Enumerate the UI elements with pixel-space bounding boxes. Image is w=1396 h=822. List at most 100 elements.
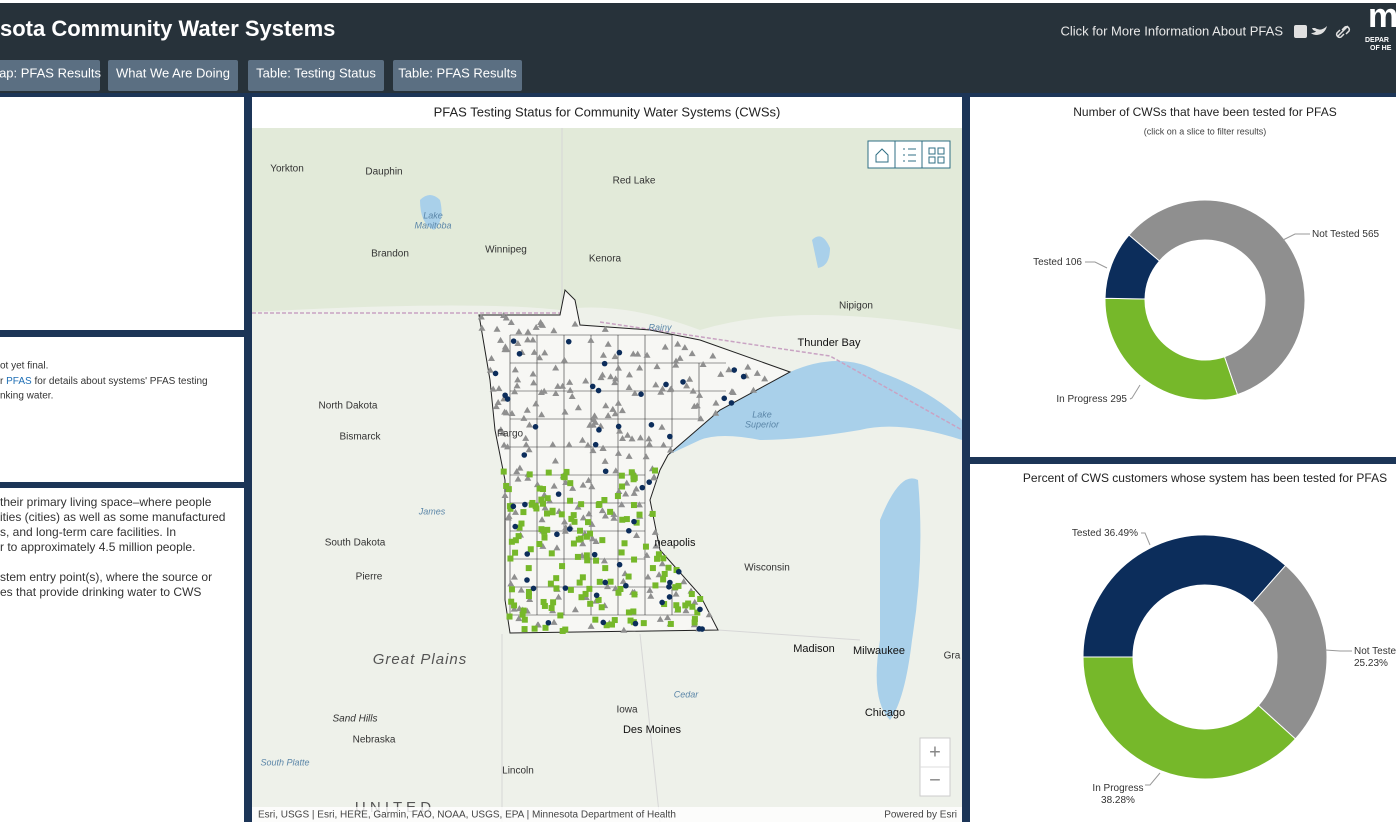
map-marker[interactable] xyxy=(589,447,597,454)
map-marker[interactable] xyxy=(541,534,548,541)
map-marker[interactable] xyxy=(501,492,509,499)
map-marker[interactable] xyxy=(610,510,618,517)
map-marker[interactable] xyxy=(524,577,530,583)
map-marker[interactable] xyxy=(607,508,614,515)
map-marker[interactable] xyxy=(527,546,534,553)
map-marker[interactable] xyxy=(561,474,568,481)
map-marker[interactable] xyxy=(689,387,697,394)
map-marker[interactable] xyxy=(511,388,519,395)
basemap-button[interactable] xyxy=(928,147,945,164)
map-marker[interactable] xyxy=(576,579,583,586)
map-marker[interactable] xyxy=(516,350,523,357)
map-marker[interactable] xyxy=(601,497,608,504)
map-marker[interactable] xyxy=(537,388,545,395)
map-marker[interactable] xyxy=(560,356,568,363)
map-marker[interactable] xyxy=(538,496,545,503)
map-marker[interactable] xyxy=(507,580,515,587)
map-marker[interactable] xyxy=(651,528,659,535)
map-marker[interactable] xyxy=(633,531,641,538)
map-marker[interactable] xyxy=(525,446,533,453)
map-marker[interactable] xyxy=(544,495,551,502)
map-marker[interactable] xyxy=(565,338,572,345)
map-marker[interactable] xyxy=(611,410,619,417)
map-marker[interactable] xyxy=(612,467,620,474)
map-marker[interactable] xyxy=(607,578,614,585)
map-marker[interactable] xyxy=(569,484,577,491)
map-marker[interactable] xyxy=(705,611,713,618)
map-marker[interactable] xyxy=(631,591,638,598)
map-marker[interactable] xyxy=(532,400,540,407)
map-marker[interactable] xyxy=(547,580,554,587)
tab-label[interactable]: ap: PFAS Results xyxy=(0,65,101,80)
tab-label[interactable]: What We Are Doing xyxy=(116,65,230,80)
map-marker[interactable] xyxy=(589,383,596,390)
map-marker[interactable] xyxy=(515,533,522,540)
map-marker[interactable] xyxy=(639,484,646,491)
map-marker[interactable] xyxy=(614,449,622,456)
map-marker[interactable] xyxy=(559,563,566,570)
legend-button[interactable] xyxy=(903,148,916,162)
map-marker[interactable] xyxy=(477,313,485,320)
map-marker[interactable] xyxy=(539,542,547,549)
map-marker[interactable] xyxy=(524,336,532,343)
map-marker[interactable] xyxy=(675,568,682,575)
map-marker[interactable] xyxy=(530,348,538,355)
map-marker[interactable] xyxy=(645,440,653,447)
map-marker[interactable] xyxy=(489,385,497,392)
map-marker[interactable] xyxy=(504,514,512,521)
tab[interactable] xyxy=(393,60,522,91)
map-marker[interactable] xyxy=(655,571,663,578)
map-marker[interactable] xyxy=(691,619,698,626)
map-marker[interactable] xyxy=(542,624,549,631)
map-marker[interactable] xyxy=(609,405,617,412)
map-marker[interactable] xyxy=(589,535,597,542)
map-marker[interactable] xyxy=(579,540,587,547)
map-marker[interactable] xyxy=(631,518,637,525)
map-marker[interactable] xyxy=(658,423,666,430)
donut-slice[interactable] xyxy=(1104,297,1239,401)
map-marker[interactable] xyxy=(618,549,625,556)
map-marker[interactable] xyxy=(579,514,587,521)
map-marker[interactable] xyxy=(624,431,632,438)
map-marker[interactable] xyxy=(628,469,635,476)
map-marker[interactable] xyxy=(625,371,633,378)
facebook-icon[interactable] xyxy=(1294,25,1307,38)
map-marker[interactable] xyxy=(478,324,486,331)
map-marker[interactable] xyxy=(592,616,599,623)
map-marker[interactable] xyxy=(514,475,522,482)
map-marker[interactable] xyxy=(625,609,632,616)
map-marker[interactable] xyxy=(526,596,534,603)
map-marker[interactable] xyxy=(510,503,517,510)
map-marker[interactable] xyxy=(686,375,694,382)
map-marker[interactable] xyxy=(511,366,519,373)
home-button[interactable] xyxy=(875,148,889,163)
map-marker[interactable] xyxy=(552,390,560,397)
map-marker[interactable] xyxy=(492,403,500,410)
map-marker[interactable] xyxy=(531,625,538,632)
map-marker[interactable] xyxy=(538,526,545,533)
map-marker[interactable] xyxy=(522,501,528,508)
map-marker[interactable] xyxy=(513,382,521,389)
map-marker[interactable] xyxy=(563,468,570,475)
map-marker[interactable] xyxy=(530,379,538,386)
map-marker[interactable] xyxy=(646,586,654,593)
map-marker[interactable] xyxy=(658,560,666,567)
map-marker[interactable] xyxy=(666,584,672,590)
map-marker[interactable] xyxy=(712,399,720,406)
map-marker[interactable] xyxy=(699,360,707,367)
map-marker[interactable] xyxy=(505,486,512,493)
map-marker[interactable] xyxy=(550,327,558,334)
map-marker[interactable] xyxy=(667,433,673,440)
map-marker[interactable] xyxy=(507,555,514,562)
map-marker[interactable] xyxy=(631,389,639,396)
map-marker[interactable] xyxy=(643,551,651,558)
map-marker[interactable] xyxy=(574,503,582,510)
map-marker[interactable] xyxy=(630,476,637,483)
map-marker[interactable] xyxy=(642,543,649,550)
map-marker[interactable] xyxy=(514,376,522,383)
map-marker[interactable] xyxy=(599,445,607,452)
map-marker[interactable] xyxy=(712,409,720,416)
map-marker[interactable] xyxy=(584,441,592,448)
map-marker[interactable] xyxy=(507,318,515,325)
map-marker[interactable] xyxy=(611,617,618,624)
